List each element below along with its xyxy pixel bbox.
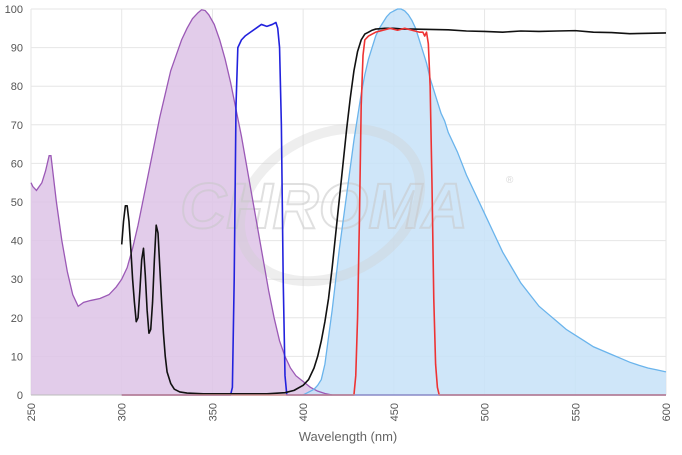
series-fill-layer (31, 9, 666, 396)
watermark-registered-mark: ® (506, 175, 514, 186)
y-tick-label: 90 (11, 43, 23, 55)
x-tick-label: 550 (570, 403, 582, 421)
series-2-area (303, 9, 666, 395)
x-tick-label: 250 (26, 403, 38, 421)
watermark: CHROMA ® (179, 123, 514, 287)
y-tick-label: 10 (11, 351, 23, 363)
series-4-line (120, 27, 667, 395)
y-tick-label: 100 (5, 4, 23, 16)
series-2-outline (302, 8, 667, 396)
series-line-layer (30, 8, 667, 396)
series-3-line (121, 21, 666, 396)
x-tick-label: 300 (117, 403, 129, 421)
x-axis-title: Wavelength (nm) (299, 429, 398, 444)
x-tick-label: 600 (661, 403, 673, 421)
x-tick-label: 450 (389, 403, 401, 421)
x-tick-label: 350 (207, 403, 219, 421)
series-5-line (121, 27, 666, 396)
watermark-text: CHROMA (180, 170, 468, 242)
y-tick-label: 60 (11, 158, 23, 170)
y-tick-label: 80 (11, 81, 23, 93)
y-tick-label: 40 (11, 236, 23, 248)
x-tick-label: 400 (298, 403, 310, 421)
x-tick-label: 500 (480, 403, 492, 421)
y-tick-label: 30 (11, 274, 23, 286)
y-tick-label: 20 (11, 313, 23, 325)
y-tick-label: 70 (11, 120, 23, 132)
axes: 0 10 20 30 40 50 60 70 80 90 100 250 300 350 400 450 500… (5, 4, 673, 421)
y-tick-label: 0 (17, 390, 23, 402)
series-1-area (31, 9, 333, 396)
y-tick-label: 50 (11, 197, 23, 209)
series-1-outline (30, 9, 333, 396)
